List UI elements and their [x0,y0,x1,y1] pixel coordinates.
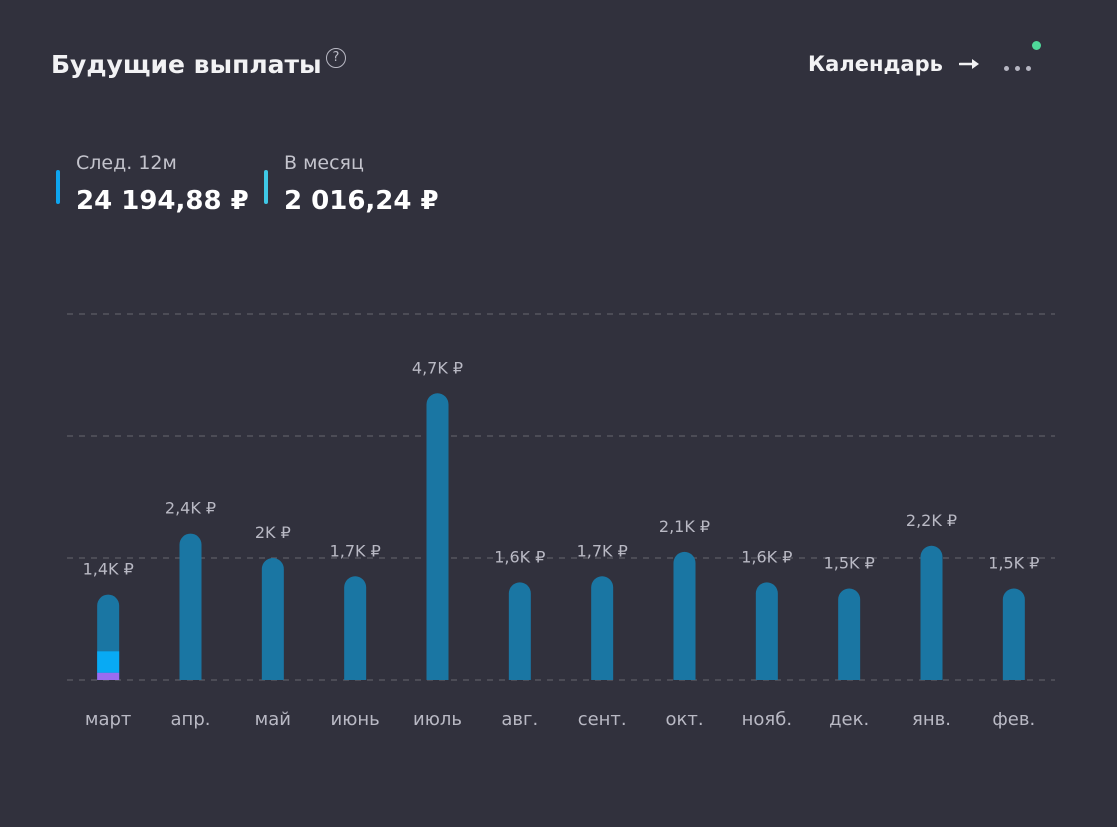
bar-segment-paid [97,651,120,673]
data-label: 1,4K ₽ [83,560,134,579]
data-label: 1,6K ₽ [741,547,792,566]
calendar-link-label: Календарь [808,52,943,76]
x-tick-label: июнь [331,709,380,730]
x-tick-label: окт. [665,709,703,730]
notification-dot [1032,41,1041,50]
bar-11 [920,545,943,680]
calendar-link[interactable]: Календарь [808,52,981,76]
data-label: 1,5K ₽ [824,554,875,573]
stat-label: След. 12м [76,152,177,174]
x-tick-label: авг. [501,709,538,730]
x-tick-label: янв. [912,709,951,730]
more-dots-icon[interactable] [1002,56,1034,80]
help-icon[interactable]: ? [326,48,346,68]
x-tick-label: нояб. [742,709,792,730]
stat-color-marker [56,170,60,204]
x-tick-label: дек. [829,709,869,730]
data-label: 2,4K ₽ [165,499,216,518]
arrow-right-icon [958,59,979,69]
stat-label: В месяц [284,152,364,174]
x-tick-label: май [255,709,291,730]
bar-8 [673,551,696,680]
bar-4 [344,576,367,680]
widget-title: Будущие выплаты [51,50,322,79]
data-label: 1,5K ₽ [988,554,1039,573]
data-label: 1,6K ₽ [494,547,545,566]
stat-color-marker [264,170,268,204]
stat-value: 2 016,24 ₽ [284,186,439,216]
x-tick-label: апр. [171,709,211,730]
bar-12 [1002,588,1025,680]
x-tick-label: март [85,709,132,730]
data-label: 2K ₽ [255,523,291,542]
bar-3 [261,558,284,680]
widget-header: Будущие выплаты [51,44,1037,94]
bar-5 [426,393,449,680]
bar-7 [591,576,614,680]
bar-2 [179,533,202,680]
bar-9 [755,582,778,680]
data-label: 2,2K ₽ [906,511,957,530]
bar-6 [508,582,531,680]
x-tick-label: фев. [992,709,1035,730]
stat-value: 24 194,88 ₽ [76,186,249,216]
bar-10 [838,588,861,680]
data-label: 1,7K ₽ [577,541,628,560]
x-tick-label: сент. [578,709,627,730]
data-label: 1,7K ₽ [330,541,381,560]
bar-segment-base [97,672,120,680]
data-label: 2,1K ₽ [659,517,710,536]
x-tick-label: июль [413,709,462,730]
data-label: 4,7K ₽ [412,358,463,377]
